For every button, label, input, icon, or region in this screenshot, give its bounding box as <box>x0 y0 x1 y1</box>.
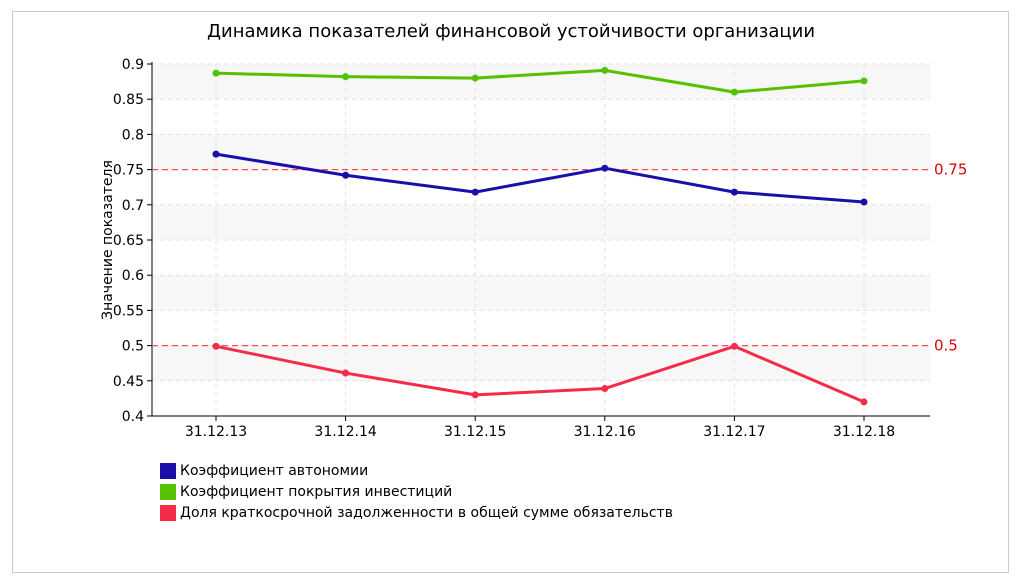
grid-band <box>152 64 930 100</box>
x-tick-label: 31.12.17 <box>703 424 765 440</box>
data-point <box>601 385 609 393</box>
series-line <box>215 152 865 204</box>
y-tick-label: 0.85 <box>113 92 144 108</box>
x-tick-label: 31.12.18 <box>833 424 895 440</box>
y-tick-label: 0.4 <box>122 409 144 425</box>
chart-legend: Коэффициент автономии Коэффициент покрыти… <box>160 460 673 523</box>
legend-label: Коэффициент покрытия инвестиций <box>180 483 453 500</box>
data-point <box>212 150 220 158</box>
data-point <box>342 369 350 377</box>
reference-line-label: 0.75 <box>934 161 967 179</box>
legend-label: Коэффициент автономии <box>180 462 369 479</box>
data-point <box>471 188 479 196</box>
legend-swatch <box>160 483 176 500</box>
data-point <box>212 342 220 350</box>
legend-swatch <box>160 462 176 479</box>
chart-frame <box>12 11 1009 573</box>
data-point <box>730 188 738 196</box>
data-point <box>601 66 609 74</box>
series-line <box>215 344 865 404</box>
y-tick-label: 0.65 <box>113 233 144 249</box>
data-point <box>860 77 868 85</box>
data-point <box>471 391 479 399</box>
x-tick-label: 31.12.14 <box>314 424 376 440</box>
data-point <box>342 73 350 81</box>
data-point <box>601 164 609 172</box>
data-point <box>342 171 350 179</box>
grid-band <box>152 204 930 240</box>
legend-item: Коэффициент автономии <box>160 460 673 481</box>
x-tick-label: 31.12.15 <box>444 424 506 440</box>
data-point <box>471 74 479 82</box>
grid-band <box>152 275 930 311</box>
y-axis-label: Значение показателя <box>100 160 116 320</box>
data-point <box>730 88 738 96</box>
y-tick-label: 0.6 <box>122 268 144 284</box>
data-point <box>212 69 220 77</box>
y-tick-label: 0.5 <box>122 339 144 355</box>
legend-swatch <box>160 504 176 521</box>
legend-label: Доля краткосрочной задолженности в общей… <box>180 504 673 521</box>
y-tick-label: 0.9 <box>122 57 144 73</box>
data-point <box>860 398 868 406</box>
chart-title: Динамика показателей финансовой устойчив… <box>207 21 815 42</box>
x-tick-label: 31.12.13 <box>185 424 247 440</box>
data-point <box>860 198 868 206</box>
x-tick-label: 31.12.16 <box>574 424 636 440</box>
reference-line-label: 0.5 <box>934 337 958 355</box>
grid-band <box>152 345 930 381</box>
y-tick-label: 0.8 <box>122 127 144 143</box>
y-tick-label: 0.7 <box>122 198 144 214</box>
y-tick-label: 0.45 <box>113 374 144 390</box>
legend-item: Доля краткосрочной задолженности в общей… <box>160 502 673 523</box>
grid-band <box>152 134 930 170</box>
data-point <box>730 342 738 350</box>
y-tick-label: 0.55 <box>113 303 144 319</box>
legend-item: Коэффициент покрытия инвестиций <box>160 481 673 502</box>
y-tick-label: 0.75 <box>113 163 144 179</box>
series-line <box>215 68 865 94</box>
